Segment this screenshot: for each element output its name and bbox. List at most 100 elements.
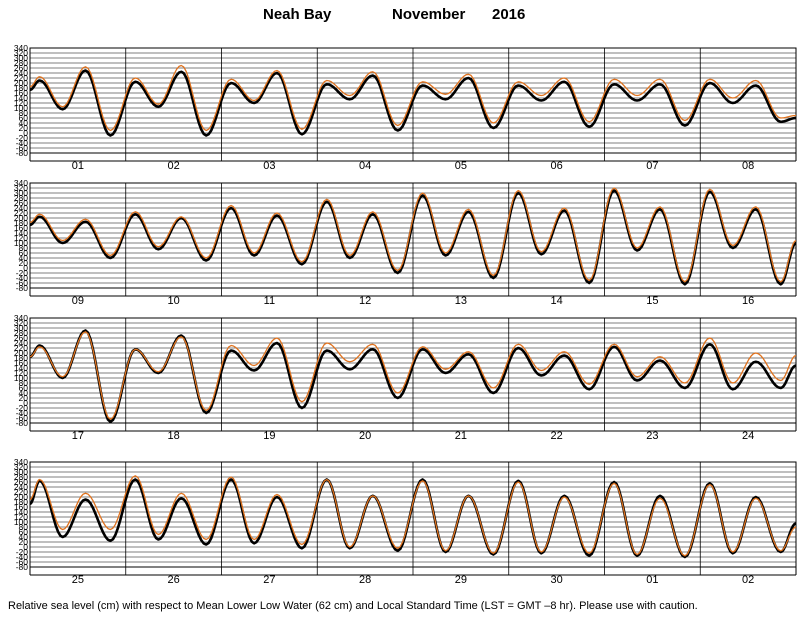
day-label: 07 [646, 160, 658, 172]
tide-panel: 3403203002802602402202001801601401201008… [14, 178, 797, 307]
day-label: 16 [742, 295, 754, 307]
y-tick-label: 140 [14, 228, 28, 238]
y-tick-label: 40 [19, 253, 29, 263]
day-label: 12 [359, 295, 371, 307]
y-tick-label: 340 [14, 313, 28, 323]
y-tick-label: -60 [16, 557, 29, 567]
y-tick-label: 200 [14, 348, 28, 358]
day-label: 14 [551, 295, 563, 307]
y-tick-label: 120 [14, 98, 28, 108]
y-tick-label: 40 [19, 532, 29, 542]
y-tick-label: -80 [16, 148, 29, 158]
y-tick-label: 280 [14, 193, 28, 203]
y-tick-label: 240 [14, 338, 28, 348]
day-label: 10 [168, 295, 180, 307]
y-tick-label: 280 [14, 58, 28, 68]
y-tick-label: 100 [14, 517, 28, 527]
y-tick-label: 60 [19, 527, 29, 537]
y-tick-label: 0 [23, 542, 28, 552]
y-tick-label: 340 [14, 43, 28, 53]
y-tick-label: 80 [19, 522, 29, 532]
y-tick-label: 80 [19, 378, 29, 388]
y-tick-label: 260 [14, 333, 28, 343]
y-tick-label: 80 [19, 243, 29, 253]
y-tick-label: 320 [14, 318, 28, 328]
y-tick-label: 260 [14, 198, 28, 208]
y-tick-label: 180 [14, 353, 28, 363]
y-tick-label: 220 [14, 208, 28, 218]
day-label: 19 [263, 430, 275, 442]
y-tick-label: -40 [16, 273, 29, 283]
y-tick-label: 300 [14, 53, 28, 63]
day-label: 04 [359, 160, 371, 172]
y-tick-label: -20 [16, 403, 29, 413]
y-tick-label: 120 [14, 233, 28, 243]
y-tick-label: 120 [14, 512, 28, 522]
day-label: 06 [551, 160, 563, 172]
y-tick-label: 40 [19, 388, 29, 398]
y-tick-label: 140 [14, 363, 28, 373]
y-tick-label: 180 [14, 218, 28, 228]
y-tick-label: 160 [14, 502, 28, 512]
y-tick-label: 0 [23, 398, 28, 408]
day-label: 08 [742, 160, 754, 172]
y-tick-label: 0 [23, 263, 28, 273]
y-tick-label: -40 [16, 408, 29, 418]
y-tick-label: -80 [16, 562, 29, 572]
y-tick-label: 40 [19, 118, 29, 128]
y-tick-label: 240 [14, 482, 28, 492]
day-label: 15 [646, 295, 658, 307]
day-label: 24 [742, 430, 754, 442]
day-label: 22 [551, 430, 563, 442]
y-tick-label: 220 [14, 487, 28, 497]
y-tick-label: -40 [16, 138, 29, 148]
y-tick-label: 100 [14, 373, 28, 383]
y-tick-label: 320 [14, 462, 28, 472]
y-tick-label: 220 [14, 343, 28, 353]
y-tick-label: 160 [14, 88, 28, 98]
day-label: 05 [455, 160, 467, 172]
y-tick-label: 300 [14, 323, 28, 333]
footer-caption: Relative sea level (cm) with respect to … [8, 600, 698, 612]
y-tick-label: 160 [14, 358, 28, 368]
y-tick-label: 0 [23, 128, 28, 138]
day-label: 03 [263, 160, 275, 172]
y-tick-label: -20 [16, 133, 29, 143]
tide-panel: 3403203002802602402202001801601401201008… [14, 313, 797, 442]
y-tick-label: 80 [19, 108, 29, 118]
day-label: 28 [359, 574, 371, 586]
y-tick-label: -60 [16, 278, 29, 288]
month-title: November [392, 6, 466, 23]
y-tick-label: 20 [19, 537, 29, 547]
y-tick-label: 120 [14, 368, 28, 378]
day-label: 29 [455, 574, 467, 586]
y-tick-label: 340 [14, 457, 28, 467]
day-label: 20 [359, 430, 371, 442]
panel-frame [29, 47, 797, 154]
y-tick-label: 60 [19, 113, 29, 123]
y-tick-label: 280 [14, 472, 28, 482]
tide-panel: 3403203002802602402202001801601401201008… [14, 457, 797, 586]
y-tick-label: -40 [16, 552, 29, 562]
y-tick-label: -20 [16, 268, 29, 278]
observed-series-line [30, 69, 796, 137]
day-label: 18 [168, 430, 180, 442]
y-tick-label: -80 [16, 418, 29, 428]
y-tick-label: 340 [14, 178, 28, 188]
y-tick-label: 140 [14, 507, 28, 517]
predicted-series-line [30, 475, 796, 557]
predicted-series-line [30, 187, 796, 283]
day-label: 13 [455, 295, 467, 307]
y-tick-label: 60 [19, 248, 29, 258]
day-label: 02 [742, 574, 754, 586]
y-tick-label: 20 [19, 258, 29, 268]
y-tick-label: 20 [19, 393, 29, 403]
y-tick-label: 320 [14, 48, 28, 58]
panel-frame [29, 461, 797, 568]
y-tick-label: -20 [16, 547, 29, 557]
y-tick-label: 100 [14, 238, 28, 248]
day-label: 09 [72, 295, 84, 307]
y-tick-label: 180 [14, 497, 28, 507]
